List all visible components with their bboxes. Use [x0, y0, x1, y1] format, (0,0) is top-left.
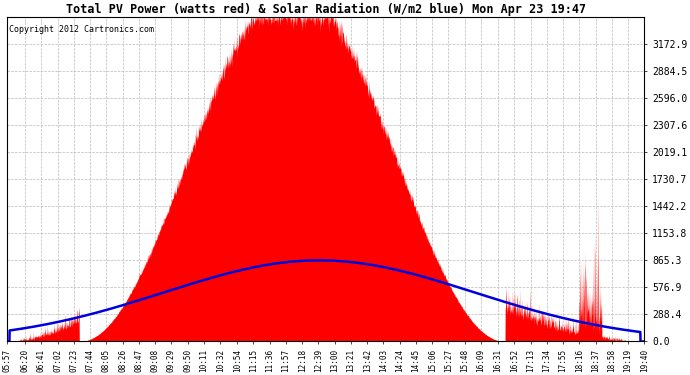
Text: Copyright 2012 Cartronics.com: Copyright 2012 Cartronics.com [9, 25, 154, 34]
Title: Total PV Power (watts red) & Solar Radiation (W/m2 blue) Mon Apr 23 19:47: Total PV Power (watts red) & Solar Radia… [66, 3, 586, 16]
